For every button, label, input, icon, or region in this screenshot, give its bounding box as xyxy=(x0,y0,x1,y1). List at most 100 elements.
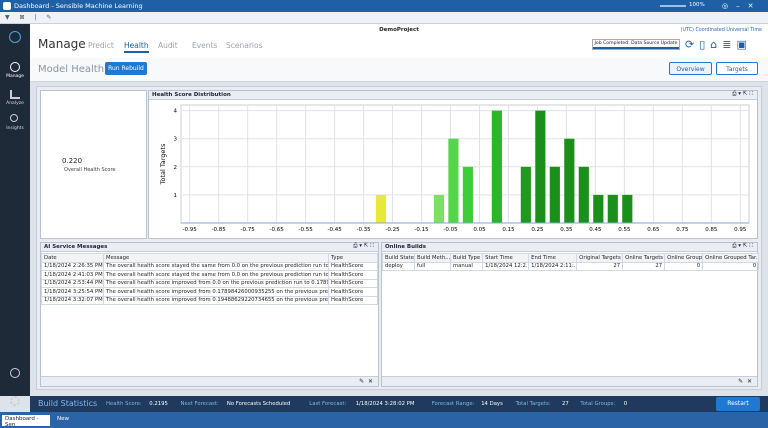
sidebar-label[interactable]: Insights xyxy=(6,126,24,131)
table-row[interactable]: 1/18/2024 3:25:54 PM The overall health s… xyxy=(41,287,378,297)
tabs: Manage Predict Health Audit Events Scenarios xyxy=(38,37,338,53)
x-tick-label: -0.55 xyxy=(298,227,313,233)
overview-button[interactable]: Overview xyxy=(669,62,712,75)
chart-panel: Health Score Distribution ⎙ ▾ ⇱ ⛶ 1 2 3 4 -0… xyxy=(148,90,758,239)
tab[interactable]: Scenarios xyxy=(226,41,263,50)
status-value: 14 Days xyxy=(481,401,503,407)
x-tick-label: 0.85 xyxy=(705,227,718,233)
run-rebuild-button[interactable]: Run Rebuild xyxy=(105,62,147,75)
bar xyxy=(578,166,589,223)
messages-header: AI Service Messages ⎙ ▾ ⇱ ⛶ xyxy=(41,243,378,252)
zoom-slider[interactable] xyxy=(660,5,686,7)
table-cell: The overall health score stayed the same… xyxy=(103,261,329,271)
column-header: Date xyxy=(41,253,104,263)
status-value: No Forecasts Scheduled xyxy=(226,401,291,407)
column-header: Online Grouped Tar... xyxy=(702,253,760,263)
tab[interactable]: Audit xyxy=(158,41,178,50)
bar xyxy=(433,194,444,223)
column-header: Online Targets xyxy=(622,253,666,263)
builds-title: Online Builds xyxy=(385,244,427,250)
status-title: Build Statistics xyxy=(38,399,98,408)
column-header: Online Groups xyxy=(664,253,704,263)
x-tick-label: 0.05 xyxy=(473,227,486,233)
app-icon xyxy=(3,2,11,10)
x-tick-label: 0.15 xyxy=(502,227,515,233)
insights-icon[interactable] xyxy=(10,114,18,122)
header-icons[interactable]: ⟳▯⌂≣▣ xyxy=(685,38,752,51)
y-tick-label: 2 xyxy=(174,165,178,171)
manage-icon[interactable] xyxy=(10,62,20,72)
zoom-level: 100% xyxy=(689,2,705,8)
column-header: End Time xyxy=(528,253,578,263)
bar xyxy=(535,110,546,223)
settings-icon[interactable] xyxy=(10,396,20,406)
table-row[interactable]: 1/18/2024 2:53:44 PM The overall health s… xyxy=(41,278,378,288)
status-value: 0 xyxy=(623,401,628,407)
bar xyxy=(448,138,459,223)
sidebar-label[interactable]: Manage xyxy=(6,74,24,79)
y-tick-label: 4 xyxy=(174,109,178,115)
status-value: 0.2195 xyxy=(149,401,168,407)
column-header: Build Type xyxy=(449,253,484,263)
x-tick-label: 0.45 xyxy=(589,227,602,233)
footer-tools[interactable]: ✎ ✕ xyxy=(359,378,373,385)
table-row[interactable]: 1/18/2024 2:41:03 PM The overall health s… xyxy=(41,270,378,280)
table-cell: deploy xyxy=(382,261,415,271)
table-cell: The overall health score improved from 0… xyxy=(103,287,329,297)
messages-title: AI Service Messages xyxy=(44,244,108,250)
timezone: (UTC) Coordinated Universal Time xyxy=(680,28,762,33)
x-tick-label: 0.75 xyxy=(676,227,689,233)
logo xyxy=(9,31,21,43)
bar xyxy=(549,166,560,223)
table-cell: 1/18/2024 12:2... xyxy=(482,261,530,271)
score-panel: 0.220 Overall Health Score xyxy=(40,90,147,239)
column-header: Message xyxy=(103,253,329,263)
panel-tools[interactable]: ⎙ ▾ ⇱ ⛶ xyxy=(353,243,374,249)
tab[interactable]: Predict xyxy=(88,41,114,50)
x-tick-label: -0.25 xyxy=(385,227,400,233)
builds-header: Online Builds ⎙ ▾ ⇱ ⛶ xyxy=(382,243,757,252)
x-tick-label: -0.95 xyxy=(183,227,198,233)
job-status: Job Completed: Data Source Update xyxy=(592,39,680,50)
table-cell: HealthScore xyxy=(328,261,378,271)
toolbar-icons[interactable]: ▼ ⊠ | ✎ xyxy=(5,14,56,21)
tab[interactable]: Manage xyxy=(38,37,86,51)
job-progress xyxy=(593,47,679,49)
table-cell: 1/18/2024 2:11:... xyxy=(528,261,578,271)
tab[interactable]: Events xyxy=(192,41,218,50)
footer-tools[interactable]: ✎ ✕ xyxy=(738,378,752,385)
restart-button[interactable]: Restart xyxy=(716,397,760,411)
column-header: Start Time xyxy=(482,253,530,263)
x-tick-label: 0.55 xyxy=(618,227,631,233)
table: Build State Build Meth... Build Type Start … xyxy=(382,253,760,271)
analyze-icon[interactable] xyxy=(10,90,20,99)
table-cell: 0 xyxy=(702,261,760,271)
table-row[interactable]: deploy full manual 1/18/2024 12:2... 1/18/20… xyxy=(382,261,760,271)
table-cell: manual xyxy=(449,261,484,271)
bar xyxy=(564,138,575,223)
sidebar-label[interactable]: Analyze xyxy=(6,101,24,106)
targets-button[interactable]: Targets xyxy=(716,62,758,75)
window-controls[interactable]: ◎–✕ xyxy=(722,2,762,10)
taskbar-tab[interactable]: New xyxy=(57,416,69,422)
table-row[interactable]: 1/18/2024 3:32:07 PM The overall health s… xyxy=(41,295,378,305)
x-tick-label: 0.95 xyxy=(734,227,747,233)
x-tick-label: -0.05 xyxy=(443,227,458,233)
table-row[interactable]: 1/18/2024 2:26:35 PM The overall health s… xyxy=(41,261,378,271)
header: DemoProject (UTC) Coordinated Universal … xyxy=(30,24,768,58)
x-tick-label: -0.35 xyxy=(356,227,371,233)
taskbar-tab[interactable]: Dashboard - Sen xyxy=(2,415,50,428)
panel-tools[interactable]: ⎙ ▾ ⇱ ⛶ xyxy=(732,91,753,97)
taskbar: Dashboard - Sen New xyxy=(0,412,768,428)
help-icon[interactable] xyxy=(10,368,20,378)
bar xyxy=(622,194,633,223)
panel-tools[interactable]: ⎙ ▾ ⇱ ⛶ xyxy=(732,243,753,249)
x-tick-label: -0.45 xyxy=(327,227,342,233)
score-label: Overall Health Score xyxy=(64,167,116,173)
status-label: Next Forecast: xyxy=(180,401,219,407)
table-cell: HealthScore xyxy=(328,270,378,280)
tab[interactable]: Health xyxy=(124,41,149,53)
table-cell: 1/18/2024 2:41:03 PM xyxy=(41,270,104,280)
table-cell: HealthScore xyxy=(328,287,378,297)
